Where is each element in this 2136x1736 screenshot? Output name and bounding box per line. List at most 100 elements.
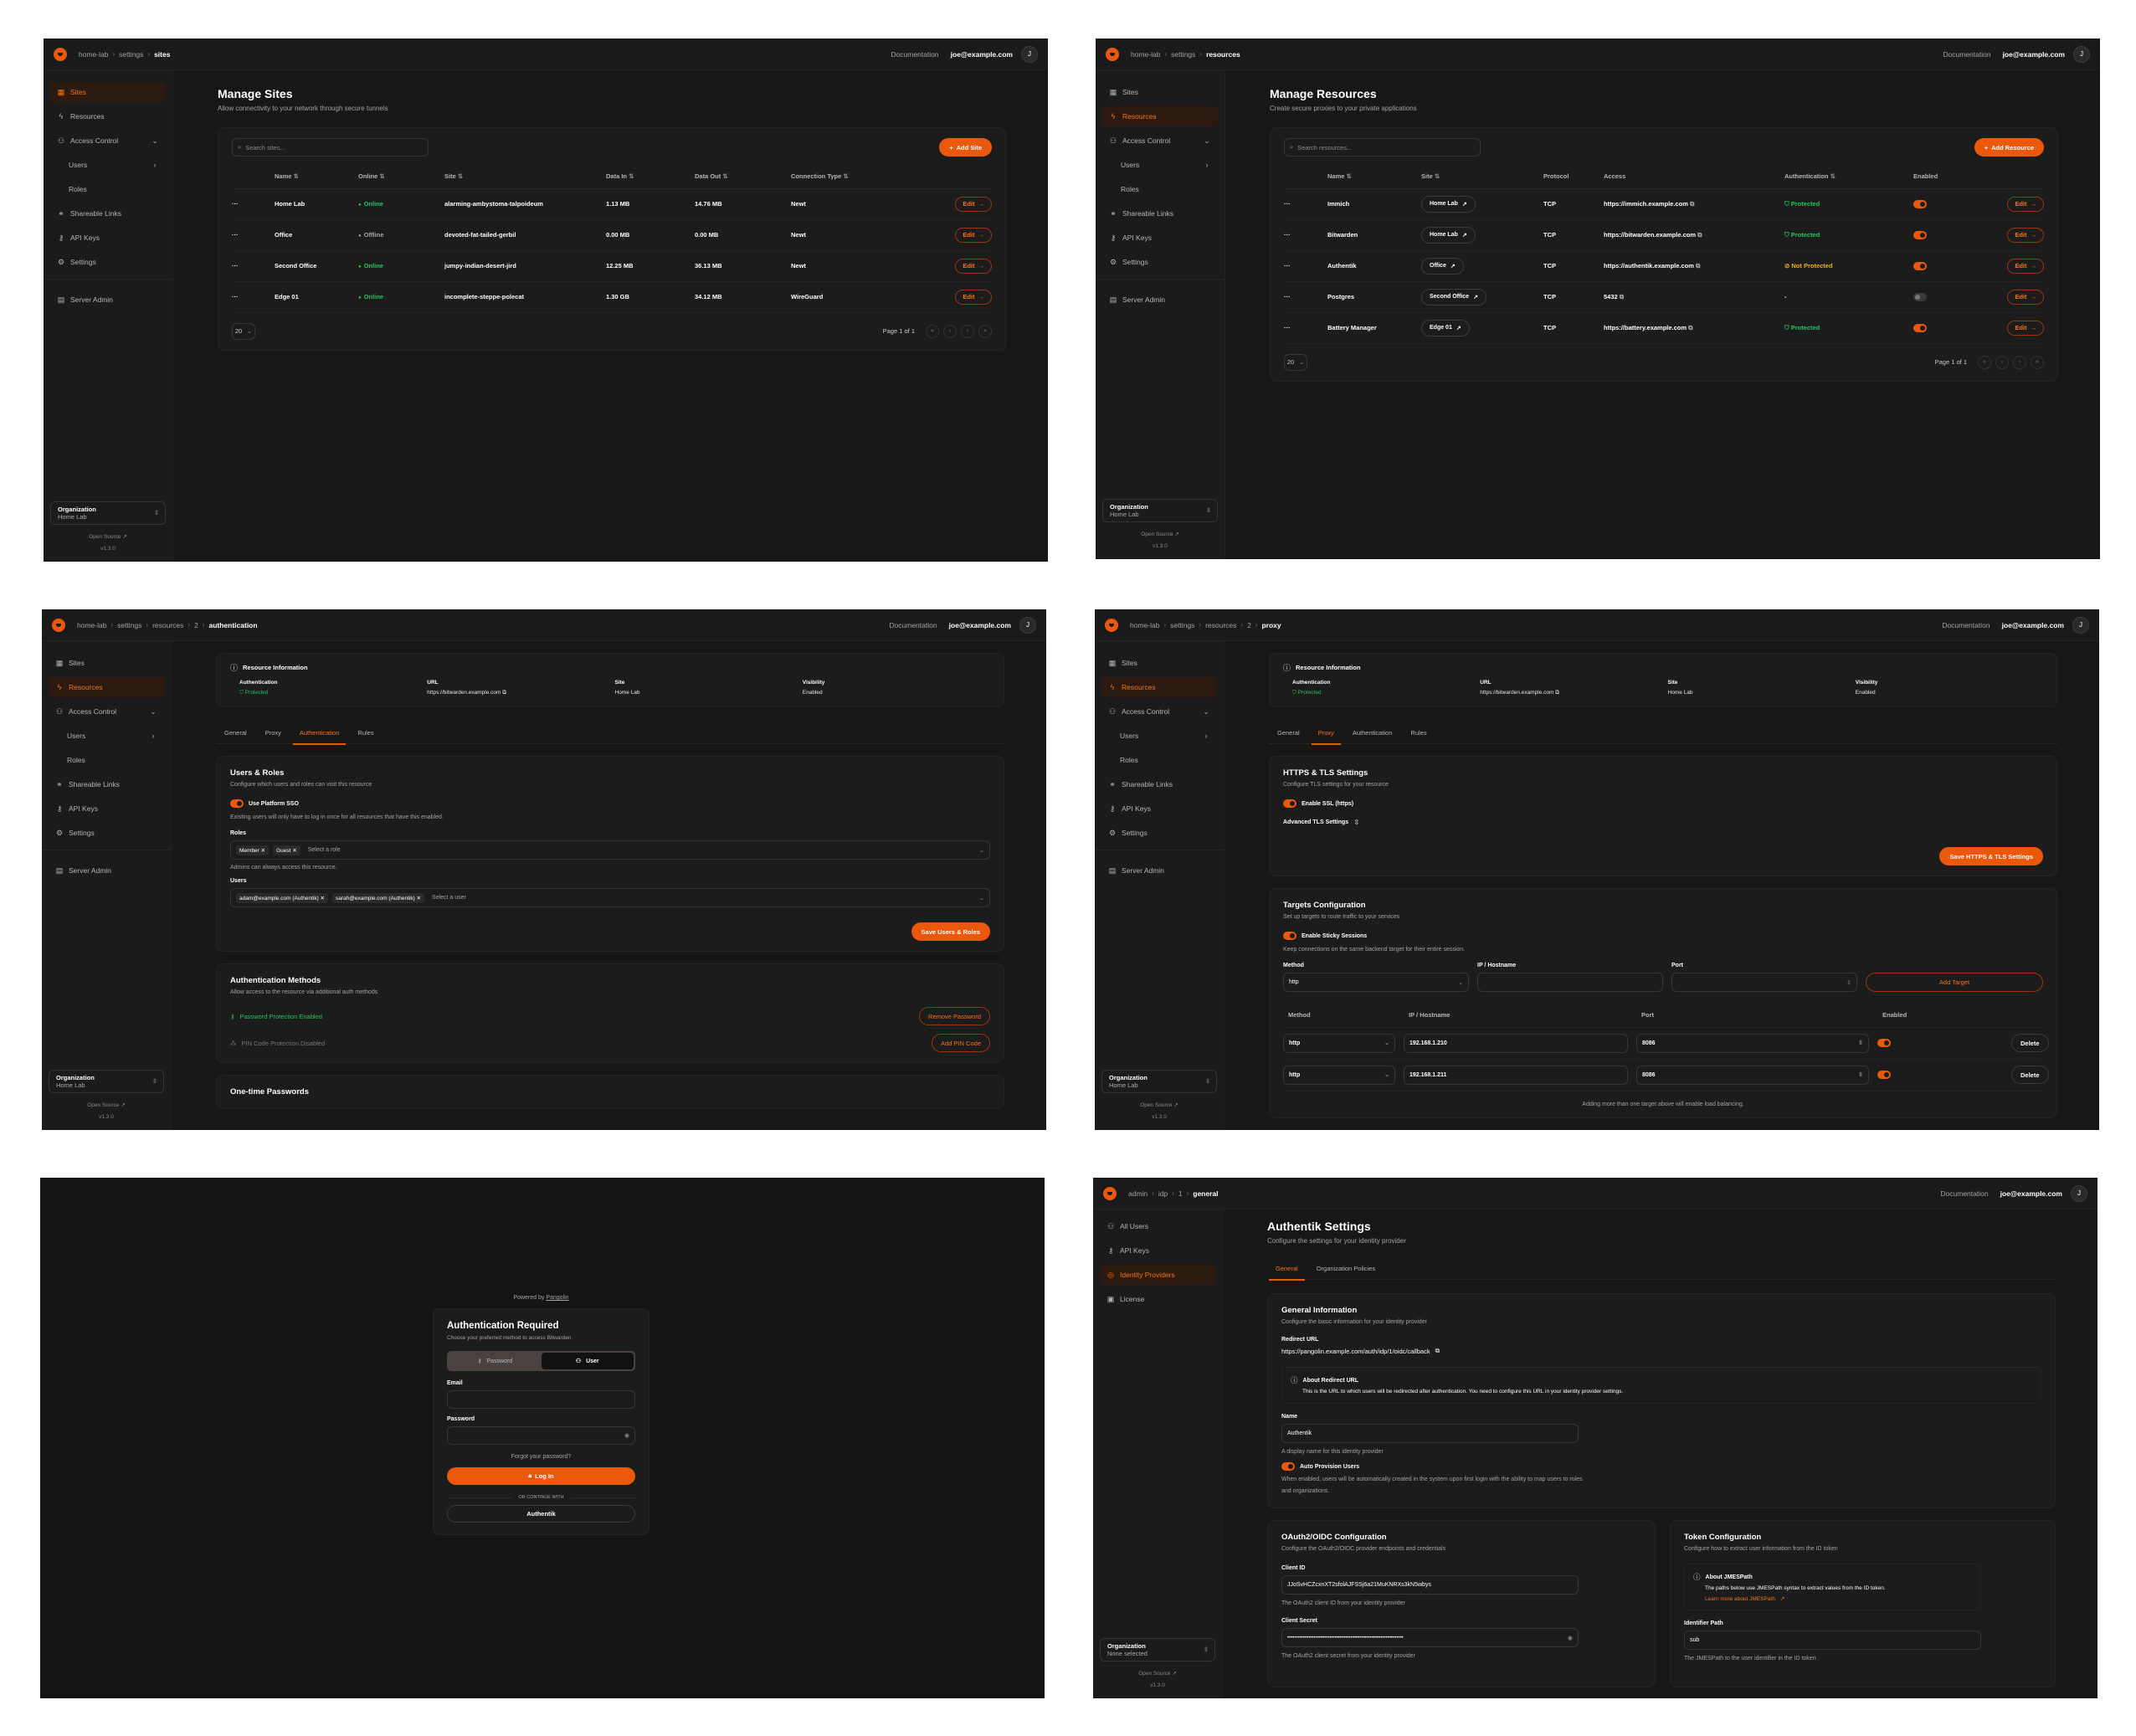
column-header[interactable]: Data Out ⇅ [695, 165, 791, 189]
enabled-toggle[interactable] [1913, 323, 1927, 332]
tab-general[interactable]: General [1277, 729, 1300, 737]
edit-button[interactable]: Edit → [955, 196, 992, 212]
client-secret-input[interactable]: ••••••••••••••••••••••••••••••••••••••••… [1281, 1628, 1579, 1647]
authentik-sso-button[interactable]: Authentik [447, 1505, 635, 1523]
platform-sso-toggle[interactable] [230, 799, 244, 808]
organization-switcher[interactable]: Organization Home Lab ⇳ [50, 501, 166, 525]
sidebar-item-sites[interactable]: ▦ Sites [1101, 653, 1217, 673]
tab-general[interactable]: General [1269, 1258, 1305, 1281]
open-source-link[interactable]: Open Source ↗ [1095, 1102, 1224, 1108]
edit-button[interactable]: Edit → [2007, 258, 2044, 274]
sidebar-item-roles[interactable]: Roles [1102, 179, 1218, 199]
sidebar-item-access-control[interactable]: ⚇ Access Control ⌄ [1102, 131, 1218, 151]
sidebar-item-settings[interactable]: ⚙ Settings [50, 252, 166, 272]
sidebar-item-api-keys[interactable]: ⚷ API Keys [49, 799, 164, 819]
last-page-button[interactable]: » [2031, 355, 2044, 369]
add-button[interactable]: + Add Resource [1974, 138, 2044, 157]
add-pin-code-button[interactable]: Add PIN Code [932, 1034, 990, 1052]
sidebar-item-resources[interactable]: ϟ Resources [50, 106, 166, 126]
breadcrumb-item[interactable]: home-lab [1131, 49, 1161, 59]
sidebar-item-users[interactable]: Users › [1102, 155, 1218, 175]
sidebar-item-api-keys[interactable]: ⚷ API Keys [50, 228, 166, 248]
enabled-toggle[interactable] [1913, 199, 1927, 208]
email-input[interactable] [447, 1390, 635, 1409]
organization-switcher[interactable]: Organization Home Lab ⇳ [1101, 1070, 1217, 1093]
tab-rules[interactable]: Rules [357, 729, 374, 737]
sidebar-item-sites[interactable]: ▦ Sites [1102, 82, 1218, 102]
sidebar-item-api-keys[interactable]: ⚷ API Keys [1100, 1240, 1215, 1261]
column-header[interactable]: Site ⇅ [1421, 165, 1543, 189]
organization-switcher[interactable]: Organization Home Lab ⇳ [49, 1070, 164, 1093]
row-actions-menu[interactable]: ··· [232, 188, 275, 220]
row-actions-menu[interactable]: ··· [1284, 281, 1327, 313]
row-actions-menu[interactable]: ··· [232, 219, 275, 251]
last-page-button[interactable]: » [978, 324, 992, 338]
user-email[interactable]: joe@example.com [948, 620, 1011, 629]
sticky-sessions-toggle[interactable] [1283, 932, 1296, 940]
site-link[interactable]: Edge 01 ↗ [1421, 319, 1470, 336]
sidebar-item-access-control[interactable]: ⚇ Access Control ⌄ [1101, 701, 1217, 722]
breadcrumb-item[interactable]: settings [117, 620, 142, 629]
user-avatar[interactable]: J [1019, 616, 1036, 634]
sidebar-item-sites[interactable]: ▦ Sites [49, 653, 164, 673]
pangolin-link[interactable]: Pangolin [546, 1295, 569, 1301]
tab-organization-policies[interactable]: Organization Policies [1316, 1265, 1376, 1272]
page-size-select[interactable]: 20 ⌄ [232, 322, 255, 340]
add-button[interactable]: + Add Site [939, 138, 992, 157]
sidebar-item-sites[interactable]: ▦ Sites [50, 82, 166, 102]
sidebar-item-shareable-links[interactable]: ⚭ Shareable Links [1101, 774, 1217, 794]
first-page-button[interactable]: « [1978, 355, 1991, 369]
breadcrumb-item[interactable]: 2 [1247, 620, 1251, 629]
breadcrumb-item[interactable]: 2 [194, 620, 198, 629]
roles-select[interactable]: Member ✕ Guest ✕ Select a role ⌄ [230, 840, 990, 860]
password-input[interactable]: ◉ [447, 1426, 635, 1445]
next-page-button[interactable]: › [2013, 355, 2026, 369]
enable-ssl-toggle[interactable] [1283, 799, 1296, 808]
edit-button[interactable]: Edit → [955, 289, 992, 305]
forgot-password-link[interactable]: Forgot your password? [511, 1454, 572, 1460]
sidebar-item-all-users[interactable]: ⚇ All Users [1100, 1216, 1215, 1236]
edit-button[interactable]: Edit → [2007, 227, 2044, 243]
breadcrumb-item[interactable]: admin [1128, 1189, 1148, 1198]
log-in-button[interactable]: 🔒︎ Log In [447, 1467, 635, 1485]
user-avatar[interactable]: J [1021, 45, 1038, 63]
remove-password-button[interactable]: Remove Password [919, 1007, 990, 1025]
delete-target-button[interactable]: Delete [2011, 1034, 2049, 1052]
breadcrumb-item[interactable]: resources [1205, 620, 1237, 629]
method-select[interactable]: http ⌄ [1283, 973, 1469, 992]
sidebar-item-users[interactable]: Users › [49, 726, 164, 746]
edit-button[interactable]: Edit → [2007, 196, 2044, 212]
sidebar-item-resources[interactable]: ϟ Resources [49, 677, 164, 697]
sidebar-item-api-keys[interactable]: ⚷ API Keys [1102, 228, 1218, 248]
user-email[interactable]: joe@example.com [950, 49, 1013, 59]
tab-proxy[interactable]: Proxy [1311, 722, 1342, 745]
auto-provision-toggle[interactable] [1281, 1462, 1295, 1471]
edit-button[interactable]: Edit → [2007, 289, 2044, 305]
breadcrumb-item[interactable]: resources [152, 620, 184, 629]
row-actions-menu[interactable]: ··· [1284, 312, 1327, 344]
documentation-link[interactable]: Documentation [889, 620, 937, 629]
edit-button[interactable]: Edit → [955, 258, 992, 274]
documentation-link[interactable]: Documentation [891, 49, 939, 59]
page-size-select[interactable]: 20 ⌄ [1284, 353, 1307, 371]
enabled-toggle[interactable] [1913, 292, 1927, 301]
documentation-link[interactable]: Documentation [1943, 49, 1991, 59]
breadcrumb-item[interactable]: home-lab [1130, 620, 1160, 629]
breadcrumb-item[interactable]: home-lab [77, 620, 107, 629]
breadcrumb-item[interactable]: home-lab [79, 49, 109, 59]
sidebar-item-roles[interactable]: Roles [1101, 750, 1217, 770]
breadcrumb-item[interactable]: settings [1171, 49, 1196, 59]
search-input[interactable]: ⌕ Search resources... [1284, 138, 1481, 157]
target-ip-input[interactable]: 192.168.1.210 [1404, 1033, 1628, 1053]
documentation-link[interactable]: Documentation [1942, 620, 1990, 629]
edit-button[interactable]: Edit → [955, 227, 992, 243]
edit-button[interactable]: Edit → [2007, 320, 2044, 336]
save-users-roles-button[interactable]: Save Users & Roles [911, 922, 990, 941]
row-actions-menu[interactable]: ··· [232, 250, 275, 282]
row-actions-menu[interactable]: ··· [1284, 188, 1327, 220]
enabled-toggle[interactable] [1913, 261, 1927, 270]
sidebar-item-roles[interactable]: Roles [49, 750, 164, 770]
add-target-button[interactable]: Add Target [1866, 973, 2043, 992]
target-enabled-toggle[interactable] [1877, 1039, 1891, 1047]
site-link[interactable]: Second Office ↗ [1421, 288, 1486, 306]
